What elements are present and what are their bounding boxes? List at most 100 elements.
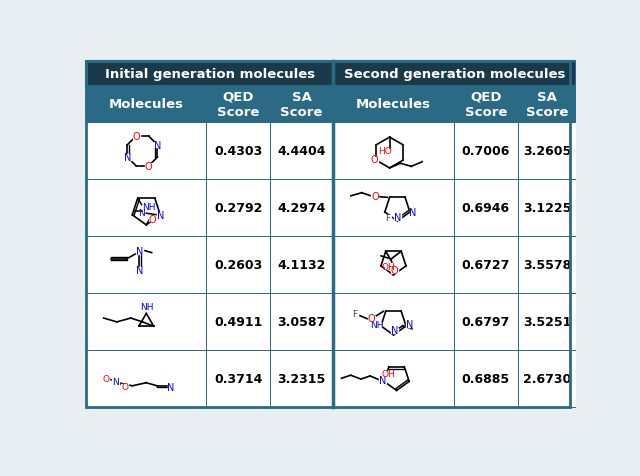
- Bar: [112, 379, 119, 384]
- Bar: [145, 204, 152, 209]
- Text: N: N: [154, 140, 161, 150]
- Bar: [391, 328, 397, 333]
- Bar: [518, 237, 576, 294]
- Text: Initial generation molecules: Initial generation molecules: [105, 68, 315, 80]
- Text: Molecules: Molecules: [356, 98, 431, 111]
- Bar: [394, 215, 401, 220]
- Bar: [351, 311, 358, 317]
- Text: 3.1225: 3.1225: [523, 202, 571, 215]
- Text: NH: NH: [371, 320, 384, 329]
- Bar: [333, 351, 454, 407]
- Bar: [454, 86, 518, 123]
- Text: O: O: [148, 214, 156, 224]
- Text: N: N: [406, 320, 413, 330]
- Bar: [206, 294, 270, 351]
- Text: 3.2315: 3.2315: [278, 373, 326, 386]
- Bar: [454, 237, 518, 294]
- Text: O: O: [371, 191, 379, 201]
- Bar: [124, 155, 131, 160]
- Text: SA
Score: SA Score: [525, 91, 568, 119]
- Text: NH: NH: [140, 302, 154, 311]
- Text: 0.4303: 0.4303: [214, 145, 262, 158]
- Text: 0.3714: 0.3714: [214, 373, 262, 386]
- Text: N: N: [136, 247, 143, 257]
- Bar: [333, 123, 454, 180]
- Text: 4.4404: 4.4404: [277, 145, 326, 158]
- Text: F: F: [385, 213, 390, 222]
- Bar: [391, 268, 397, 273]
- Bar: [132, 134, 140, 139]
- Bar: [333, 237, 454, 294]
- Bar: [86, 86, 206, 123]
- Text: HO: HO: [378, 147, 392, 156]
- Bar: [270, 294, 333, 351]
- Text: 0.7006: 0.7006: [461, 145, 510, 158]
- Text: N: N: [379, 375, 386, 385]
- Text: OH: OH: [382, 263, 396, 272]
- Bar: [368, 316, 375, 321]
- Text: 0.6727: 0.6727: [461, 259, 510, 272]
- Bar: [86, 294, 206, 351]
- Text: 0.6946: 0.6946: [461, 202, 510, 215]
- Bar: [454, 123, 518, 180]
- Text: QED
Score: QED Score: [217, 91, 259, 119]
- Text: 3.5251: 3.5251: [523, 316, 571, 329]
- Text: N: N: [157, 210, 164, 220]
- Bar: [102, 377, 109, 382]
- Text: 4.1132: 4.1132: [278, 259, 326, 272]
- Bar: [381, 149, 388, 154]
- Text: N: N: [390, 326, 398, 336]
- Text: N: N: [136, 265, 143, 275]
- Bar: [86, 237, 206, 294]
- Bar: [136, 249, 143, 254]
- Text: NH: NH: [141, 202, 156, 211]
- Bar: [406, 322, 413, 327]
- Bar: [270, 351, 333, 407]
- Bar: [385, 264, 392, 270]
- Bar: [371, 194, 378, 199]
- Bar: [333, 180, 454, 237]
- Bar: [86, 180, 206, 237]
- Bar: [454, 180, 518, 237]
- Text: 0.4911: 0.4911: [214, 316, 262, 329]
- Bar: [86, 123, 206, 180]
- Text: O: O: [102, 375, 109, 384]
- Bar: [371, 158, 378, 163]
- Bar: [206, 237, 270, 294]
- Bar: [385, 215, 392, 220]
- Text: 4.2974: 4.2974: [278, 202, 326, 215]
- Bar: [145, 164, 152, 169]
- Text: N: N: [394, 213, 401, 223]
- Text: 0.6885: 0.6885: [461, 373, 510, 386]
- Text: O: O: [132, 132, 140, 142]
- Bar: [454, 351, 518, 407]
- Text: 3.2605: 3.2605: [523, 145, 571, 158]
- Bar: [86, 351, 206, 407]
- Text: Molecules: Molecules: [109, 98, 184, 111]
- Text: N: N: [112, 377, 118, 386]
- Text: O: O: [368, 314, 376, 324]
- Bar: [206, 123, 270, 180]
- Bar: [154, 143, 161, 148]
- Bar: [518, 351, 576, 407]
- Text: QED
Score: QED Score: [465, 91, 507, 119]
- Bar: [121, 384, 128, 389]
- Bar: [206, 86, 270, 123]
- Text: N: N: [138, 208, 145, 218]
- Text: O: O: [145, 161, 152, 171]
- Bar: [518, 294, 576, 351]
- Bar: [86, 62, 333, 86]
- Text: O: O: [390, 266, 398, 276]
- Bar: [333, 86, 454, 123]
- Text: O: O: [371, 155, 378, 165]
- Text: SA
Score: SA Score: [280, 91, 323, 119]
- Text: O: O: [121, 382, 128, 391]
- Text: F: F: [352, 309, 357, 318]
- Bar: [206, 351, 270, 407]
- Bar: [157, 213, 164, 218]
- Bar: [270, 237, 333, 294]
- Text: N: N: [124, 153, 131, 163]
- Bar: [168, 384, 175, 389]
- Bar: [379, 377, 386, 383]
- Bar: [270, 123, 333, 180]
